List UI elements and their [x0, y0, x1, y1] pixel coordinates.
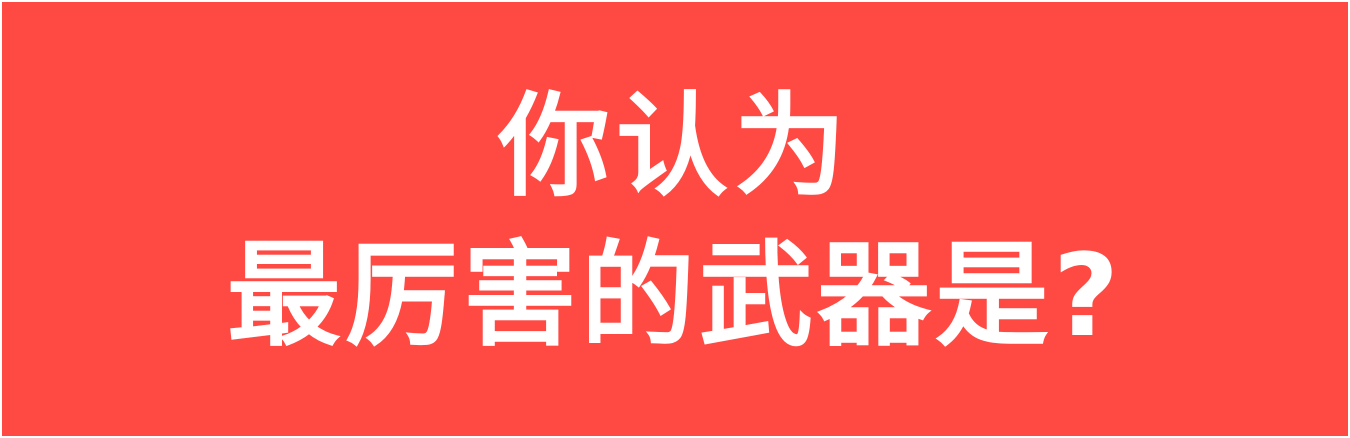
question-line-1: 你认为 [498, 82, 852, 212]
question-line-2: 最厉害的武器是? [226, 229, 1124, 362]
